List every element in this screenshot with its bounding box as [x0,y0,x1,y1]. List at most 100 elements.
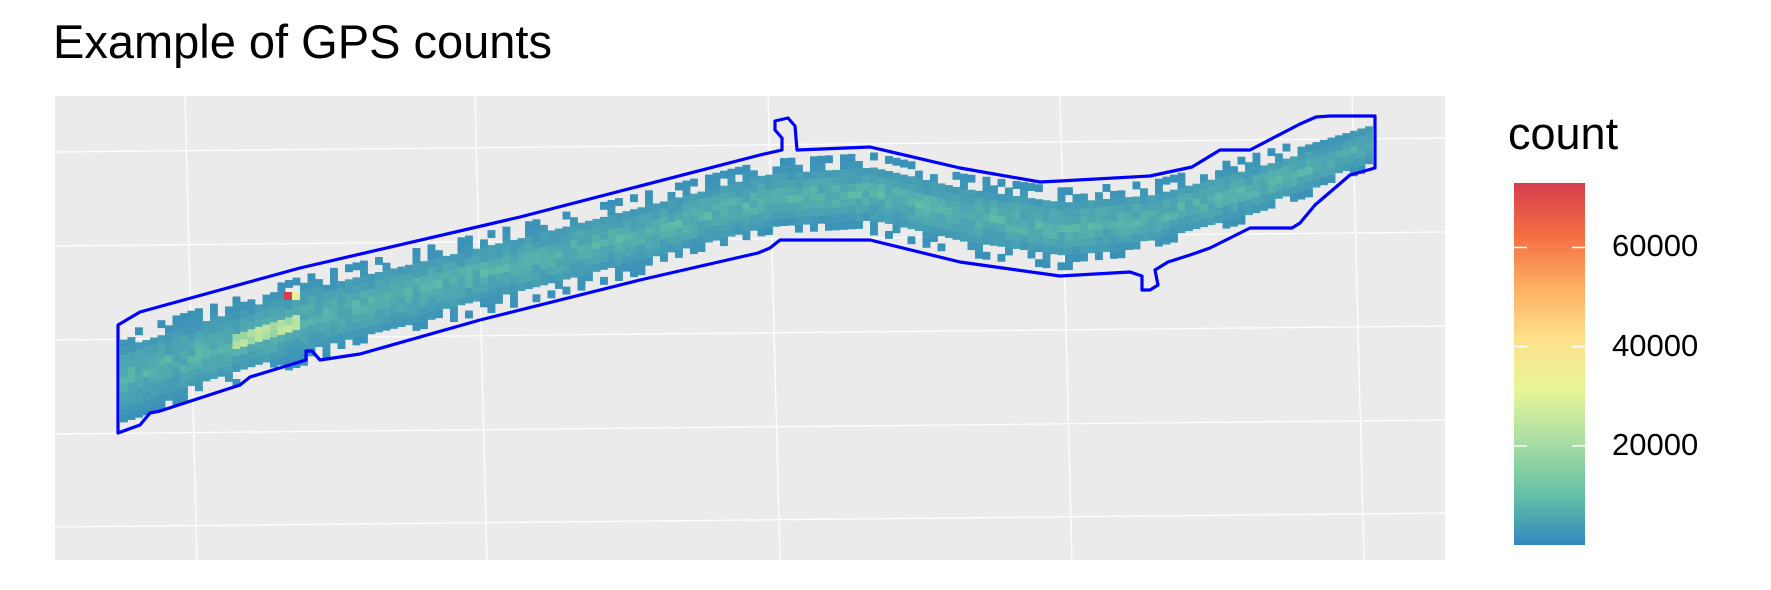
heatmap-cell [210,363,218,372]
heatmap-cell [825,222,833,231]
heatmap-cell [555,266,563,274]
heatmap-cell [1177,180,1186,189]
heatmap-cell [135,342,143,351]
heatmap-cell [697,236,706,245]
heatmap-cell [172,360,181,369]
heatmap-cell [757,220,766,229]
heatmap-cell [277,297,286,306]
heatmap-cell [810,208,818,217]
heatmap-cell [277,282,286,291]
heatmap-cell [1260,187,1268,196]
heatmap-cell [337,303,346,312]
heatmap-cell [315,286,323,295]
heatmap-cell [630,239,638,248]
heatmap-cell [997,193,1006,202]
heatmap-cell [315,331,323,340]
heatmap-cell [997,201,1006,210]
heatmap-cell [532,219,541,228]
heatmap-cell [577,282,586,291]
heatmap-cell [1275,168,1283,177]
heatmap-cell [982,206,991,215]
heatmap-cell [510,254,518,263]
heatmap-cell [285,332,293,341]
heatmap-cell [457,289,466,298]
heatmap-cell [367,311,376,320]
heatmap-cell [720,200,728,209]
heatmap-cell [1207,187,1216,196]
heatmap-cell [1342,163,1351,171]
heatmap-cell [397,281,406,290]
heatmap-cell [427,311,436,320]
heatmap-cell [322,299,331,308]
heatmap-cell [322,344,331,353]
heatmap-cell [862,190,871,199]
heatmap-cell [1057,262,1066,271]
heatmap-cell [877,184,886,193]
heatmap-cell [577,237,586,246]
heatmap-cell [660,231,668,240]
heatmap-cell [892,195,901,204]
heatmap-cell [247,321,256,330]
heatmap-cell [637,207,646,216]
heatmap-cell [1260,180,1268,189]
grid-line-vertical-3 [1059,96,1073,560]
heatmap-cell [427,274,436,283]
heatmap-cell [570,232,578,241]
heatmap-cell [735,226,743,235]
heatmap-cell [615,258,623,266]
heatmap-cell [765,182,773,191]
heatmap-cell [600,201,608,210]
heatmap-cell [967,234,976,243]
heatmap-cell [892,157,901,166]
heatmap-cell [592,263,601,272]
heatmap-cell [1117,220,1126,229]
heatmap-cell [945,222,953,231]
heatmap-cell [1057,217,1066,226]
heatmap-cell [1162,229,1171,238]
heatmap-cell [825,207,833,216]
heatmap-cell [180,350,188,359]
heatmap-cell [352,329,361,338]
heatmap-cell [1050,231,1058,240]
heatmap-cell [1312,179,1321,188]
heatmap-cell [210,311,218,319]
heatmap-cell [547,230,556,239]
heatmap-cell [952,224,961,233]
heatmap-cell [585,258,593,267]
heatmap-cell [622,256,631,265]
heatmap-cell [450,261,458,270]
heatmap-cell [217,346,226,355]
heatmap-cell [1042,215,1051,224]
heatmap-cell [615,235,623,244]
heatmap-cell [1245,207,1253,216]
heatmap-cell [1282,166,1291,174]
heatmap-cell [930,226,938,235]
heatmap-cell [1072,201,1081,210]
heatmap-cell [615,265,623,274]
heatmap-cell [607,245,616,253]
heatmap-cell [135,372,143,381]
heatmap-cell [127,367,136,375]
heatmap-cell [1290,186,1298,195]
heatmap-cell [615,198,623,206]
heatmap-cell [1072,231,1081,240]
heatmap-cell [1117,212,1126,221]
heatmap-cell [622,233,631,242]
heatmap-cell [1020,204,1028,213]
heatmap-cell [1230,203,1238,212]
heatmap-cell [990,230,998,239]
heatmap-cell [532,264,541,273]
heatmap-cell [1005,195,1013,203]
heatmap-cell [870,152,878,161]
heatmap-cell [487,282,496,291]
heatmap-cell [1260,195,1268,204]
heatmap-cell [420,268,428,277]
heatmap-cell [127,397,136,405]
heatmap-cell [180,358,188,366]
heatmap-cell [382,292,391,301]
heatmap-cell [157,365,166,374]
heatmap-cell [1185,193,1193,202]
heatmap-cell [135,379,143,388]
heatmap-cell [195,323,203,332]
